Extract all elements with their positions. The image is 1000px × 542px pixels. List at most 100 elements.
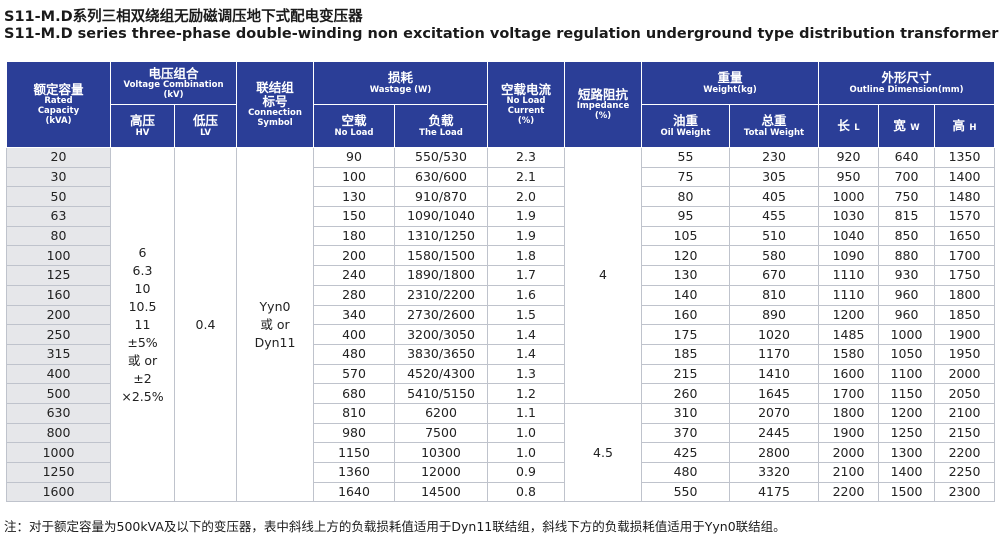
cell-capacity: 1000 [6,442,111,463]
cell-no-load-current: 2.3 [487,147,565,168]
cell-width: 1300 [878,442,935,463]
header-hv: 高压 HV [110,104,175,148]
cell-length: 1040 [818,225,879,247]
cell-capacity: 315 [6,343,111,365]
cell-length: 1200 [818,304,879,326]
header-width: 宽 W [878,104,935,148]
cell-length: 950 [818,166,879,188]
cell-width: 1500 [878,481,935,503]
cell-load-loss: 6200 [394,402,488,424]
cell-height: 2300 [934,481,995,503]
cell-no-load-current: 1.7 [487,265,565,286]
table-row: 160 280 2310/2200 1.6 140 810 1110 960 1800 [6,284,995,306]
cell-height: 1700 [934,245,995,267]
cell-capacity: 125 [6,265,111,286]
cell-no-load-current: 1.1 [487,402,565,424]
cell-hv-line: 6 [138,244,147,260]
cell-no-load-loss: 90 [313,147,395,168]
cell-length: 1110 [818,284,879,306]
header-no-load: 空载 No Load [313,104,395,148]
cell-length: 1485 [818,324,879,345]
cell-length: 1580 [818,343,879,365]
cell-load-loss: 1580/1500 [394,245,488,267]
cell-capacity: 1250 [6,462,111,483]
cell-no-load-current: 1.4 [487,343,565,365]
cell-width: 1050 [878,343,935,365]
cell-connection-line: Yyn0 [259,298,291,314]
cell-load-loss: 2730/2600 [394,304,488,326]
cell-height: 1950 [934,343,995,365]
cell-load-loss: 5410/5150 [394,383,488,404]
table-row: 630 810 6200 1.1 4.5 310 2070 1800 1200 2100 [6,402,995,503]
cell-width: 1400 [878,462,935,483]
cell-total-weight: 230 [729,147,819,168]
table-row: 800 980 7500 1.0 370 2445 1900 1250 2150 [6,422,995,444]
cell-hv-line: 11 [134,316,151,332]
cell-no-load-loss: 280 [313,284,395,306]
cell-total-weight: 405 [729,186,819,208]
cell-oil-weight: 480 [641,462,730,483]
cell-no-load-current: 1.6 [487,284,565,306]
cell-height: 2200 [934,442,995,463]
cell-hv-line: ±2 [133,370,152,386]
cell-no-load-loss: 240 [313,265,395,286]
cell-width: 750 [878,186,935,208]
cell-capacity: 30 [6,166,111,188]
header-lv: 低压 LV [174,104,237,148]
cell-capacity: 50 [6,186,111,208]
cell-hv: 6 6.3 10 10.5 11 ±5% 或 or ±2 ×2.5% [110,146,175,503]
header-oil-weight: 油重 Oil Weight [641,104,730,148]
cell-capacity: 800 [6,422,111,444]
cell-no-load-loss: 340 [313,304,395,326]
cell-no-load-loss: 1640 [313,481,395,503]
cell-load-loss: 1310/1250 [394,225,488,247]
cell-length: 1110 [818,265,879,286]
cell-height: 1480 [934,186,995,208]
cell-height: 2000 [934,363,995,385]
header-the-load: 负载 The Load [394,104,488,148]
cell-width: 815 [878,206,935,227]
cell-total-weight: 1645 [729,383,819,404]
cell-load-loss: 14500 [394,481,488,503]
cell-no-load-current: 1.0 [487,442,565,463]
cell-no-load-loss: 200 [313,245,395,267]
cell-load-loss: 7500 [394,422,488,444]
cell-no-load-current: 2.0 [487,186,565,208]
cell-width: 880 [878,245,935,267]
cell-oil-weight: 75 [641,166,730,188]
cell-total-weight: 1170 [729,343,819,365]
cell-capacity: 160 [6,284,111,306]
cell-no-load-current: 2.1 [487,166,565,188]
cell-no-load-current: 1.0 [487,422,565,444]
cell-load-loss: 2310/2200 [394,284,488,306]
cell-capacity: 100 [6,245,111,267]
cell-hv-line: 10 [134,280,151,296]
cell-height: 1850 [934,304,995,326]
cell-length: 2200 [818,481,879,503]
cell-width: 930 [878,265,935,286]
cell-load-loss: 550/530 [394,147,488,168]
cell-height: 1350 [934,147,995,168]
cell-load-loss: 12000 [394,462,488,483]
cell-no-load-loss: 180 [313,225,395,247]
cell-total-weight: 510 [729,225,819,247]
cell-height: 2150 [934,422,995,444]
table-row: 125 240 1890/1800 1.7 130 670 1110 930 1750 [6,265,995,286]
cell-length: 1700 [818,383,879,404]
table-row: 1000 1150 10300 1.0 425 2800 2000 1300 2200 [6,442,995,463]
cell-total-weight: 1020 [729,324,819,345]
cell-oil-weight: 55 [641,147,730,168]
cell-length: 1000 [818,186,879,208]
cell-load-loss: 4520/4300 [394,363,488,385]
cell-height: 1400 [934,166,995,188]
cell-no-load-loss: 400 [313,324,395,345]
cell-capacity: 1600 [6,481,111,503]
header-capacity: 额定容量 Rated Capacity (kVA) [6,61,111,148]
table-row: 100 200 1580/1500 1.8 120 580 1090 880 1700 [6,245,995,267]
cell-load-loss: 3830/3650 [394,343,488,365]
cell-no-load-current: 1.9 [487,225,565,247]
cell-oil-weight: 185 [641,343,730,365]
cell-width: 850 [878,225,935,247]
table-row: 80 180 1310/1250 1.9 105 510 1040 850 1650 [6,225,995,247]
